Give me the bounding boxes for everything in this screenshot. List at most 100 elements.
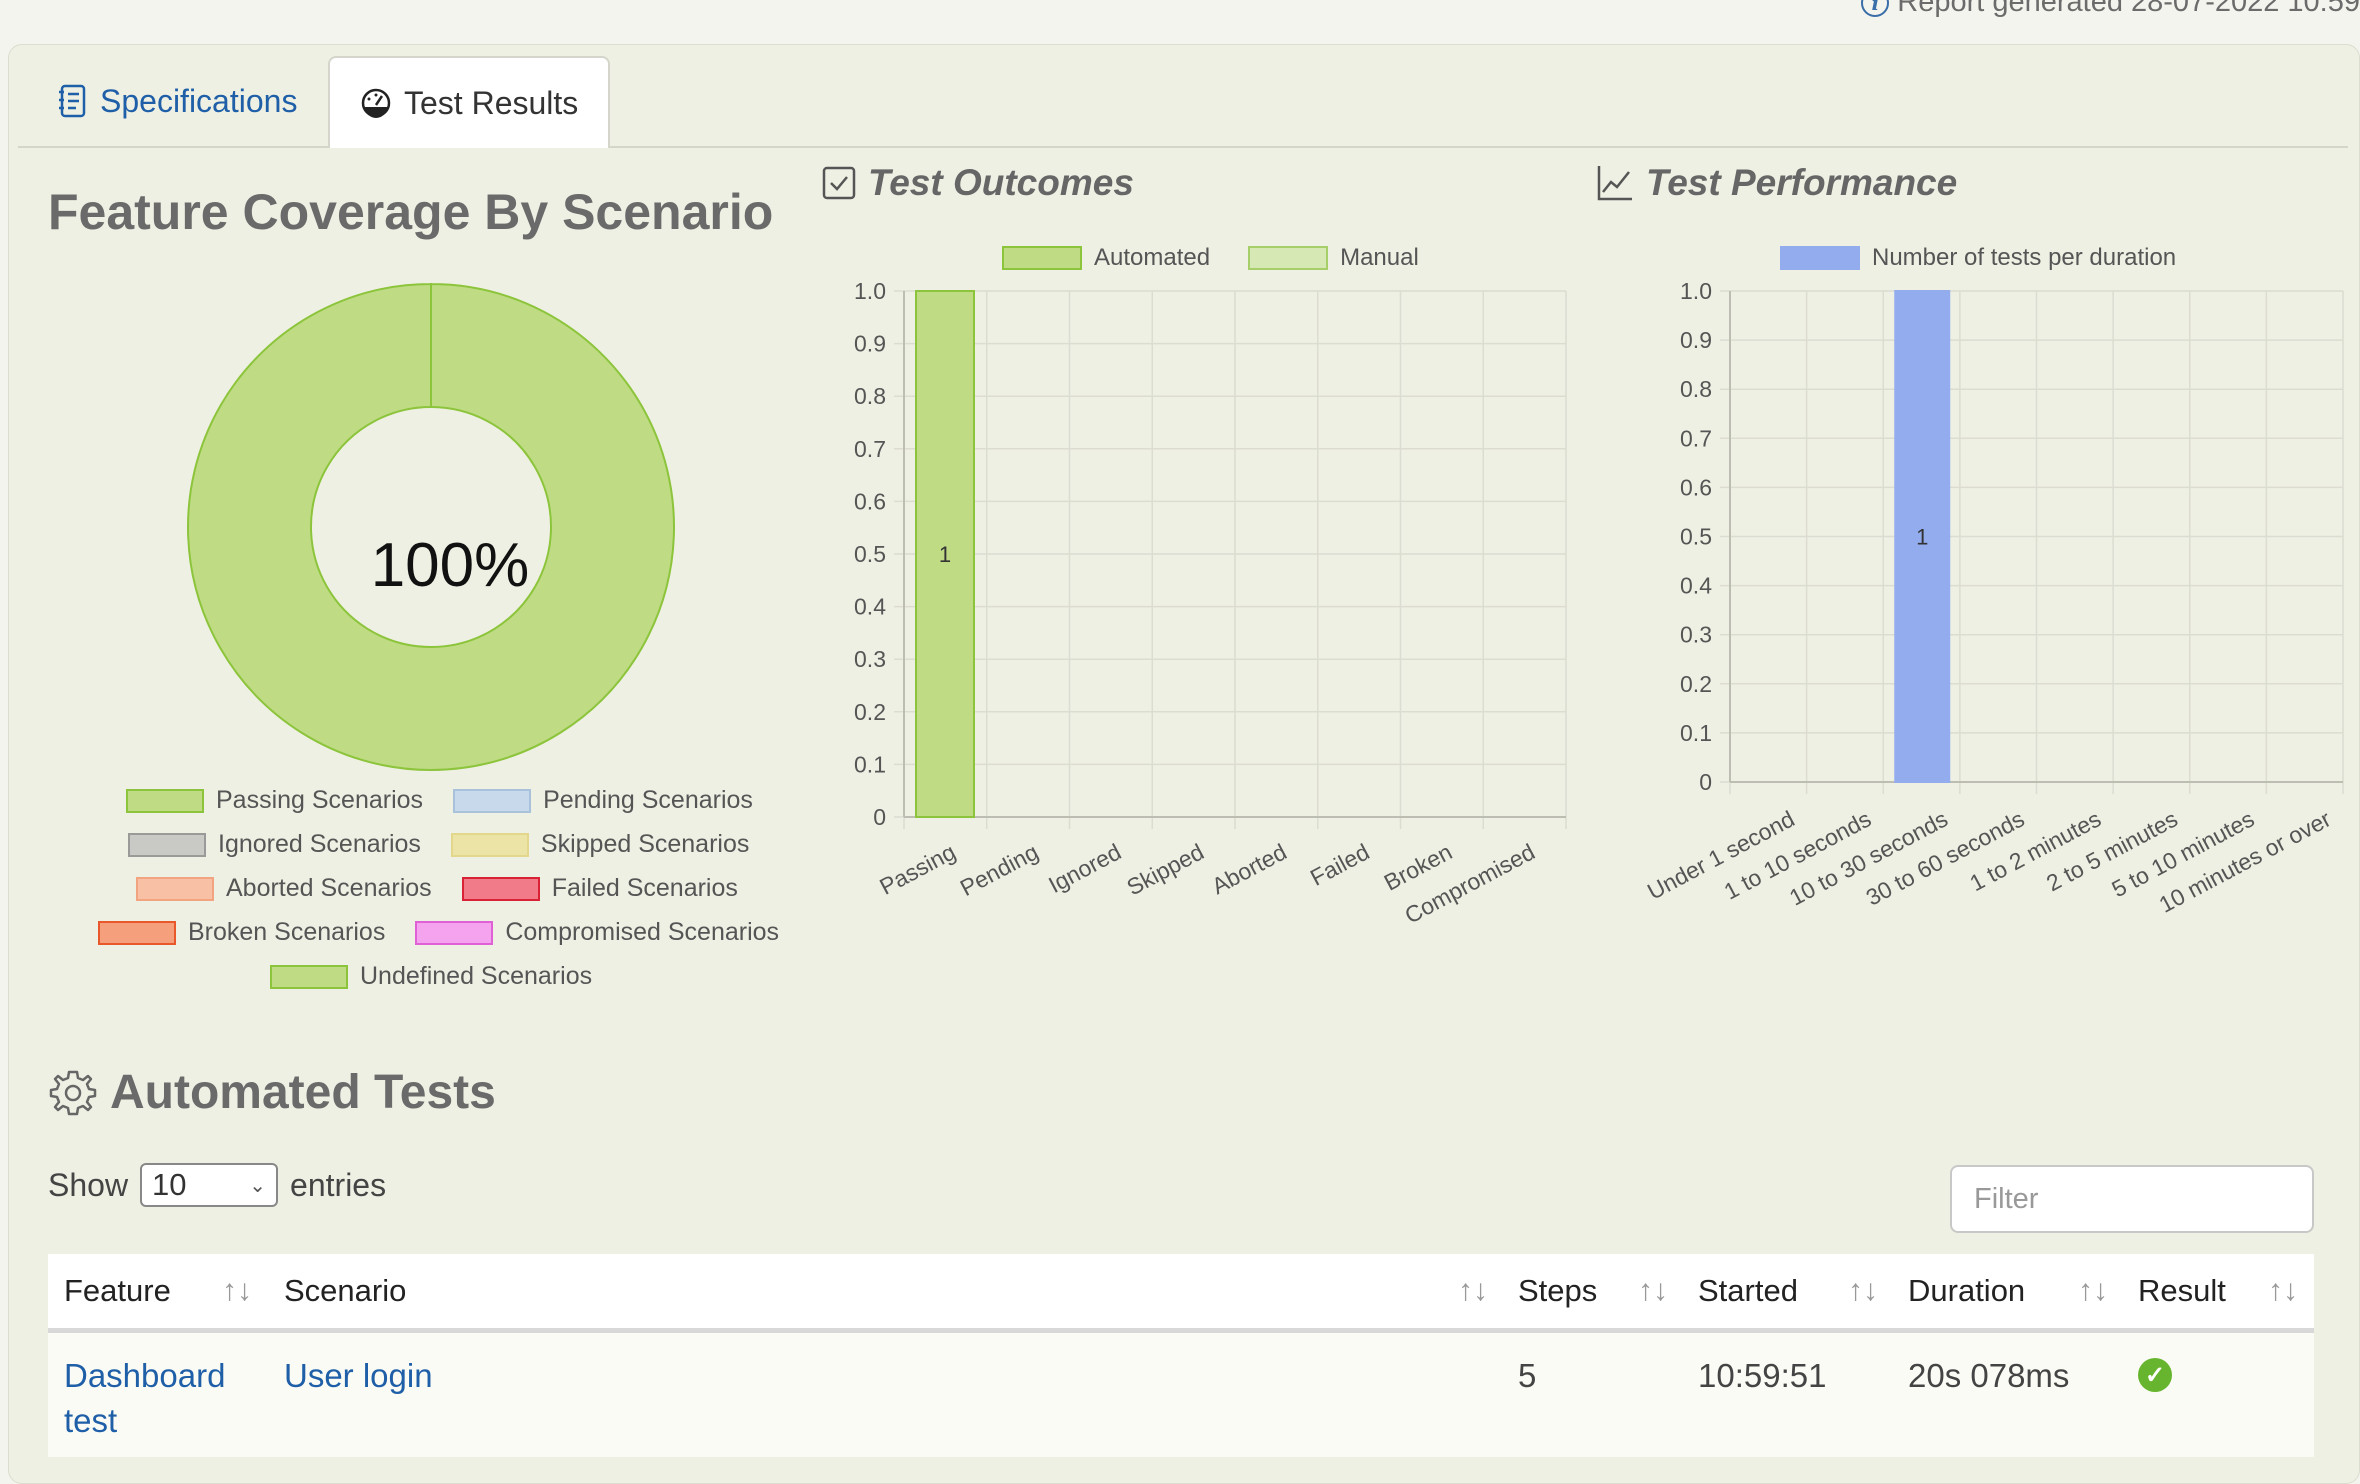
coverage-legend-swatch <box>450 832 529 857</box>
feature-link-line2: test <box>64 1402 118 1439</box>
x-tick-label: Skipped <box>1122 838 1208 900</box>
outcomes-title: Test Outcomes <box>868 162 1134 203</box>
coverage-legend-swatch <box>128 832 206 857</box>
x-tick-label: Failed <box>1306 838 1374 890</box>
table-header: Feature ↑↓ Scenario ↑↓ Steps ↑↓ Started … <box>48 1254 2314 1333</box>
outcomes-legend-swatch-automated <box>1002 246 1082 270</box>
automated-tests-table: Feature ↑↓ Scenario ↑↓ Steps ↑↓ Started … <box>48 1254 2314 1457</box>
y-tick-label: 0.6 <box>854 488 886 514</box>
x-tick-label: Aborted <box>1207 838 1290 899</box>
automated-title-group: Automated Tests <box>48 1065 496 1120</box>
sort-icon[interactable]: ↑↓ <box>2078 1274 2108 1307</box>
coverage-legend-label: Undefined Scenarios <box>360 962 593 990</box>
y-tick-label: 0.1 <box>854 751 886 777</box>
tab-test-results[interactable]: Test Results <box>328 56 611 148</box>
performance-legend-swatch <box>1780 246 1860 270</box>
report-generated-text: Report generated 28-07-2022 10:59 <box>1897 0 2360 18</box>
sort-icon[interactable]: ↑↓ <box>1638 1274 1668 1307</box>
entries-label: entries <box>290 1166 387 1203</box>
line-chart-icon <box>1597 166 1632 201</box>
table-row: Dashboard test User login 5 10:59:51 20s… <box>48 1333 2314 1457</box>
column-header-scenario[interactable]: Scenario <box>284 1273 407 1308</box>
tab-specifications-label: Specifications <box>100 82 298 119</box>
y-tick-label: 0 <box>1699 769 1712 795</box>
performance-title-group: Test Performance <box>1596 162 1957 204</box>
y-tick-label: 0.9 <box>854 331 886 357</box>
column-header-result[interactable]: Result <box>2138 1273 2226 1308</box>
donut-slice-passing <box>187 282 675 771</box>
coverage-title: Feature Coverage By Scenario <box>48 184 774 240</box>
coverage-legend-label: Pending Scenarios <box>543 786 753 814</box>
scenario-link[interactable]: User login <box>284 1357 433 1394</box>
y-tick-label: 0.8 <box>854 383 886 409</box>
tab-test-results-label: Test Results <box>404 84 579 121</box>
sort-icon[interactable]: ↑↓ <box>1848 1274 1878 1307</box>
y-tick-label: 0.2 <box>1680 671 1712 697</box>
sort-icon[interactable]: ↑↓ <box>222 1274 252 1307</box>
tab-bar: Specifications Test Results <box>18 56 2348 148</box>
performance-legend: Number of tests per duration <box>1780 244 2176 272</box>
x-tick-label: Passing <box>875 838 959 899</box>
coverage-legend-label: Broken Scenarios <box>188 918 386 946</box>
y-tick-label: 0.4 <box>1680 573 1712 599</box>
y-tick-label: 0.4 <box>854 594 886 620</box>
sort-icon[interactable]: ↑↓ <box>1458 1274 1488 1307</box>
feature-link-line1: Dashboard <box>64 1357 226 1394</box>
coverage-legend-row: Broken Scenarios Compromised Scenarios <box>98 918 779 947</box>
feature-link[interactable]: Dashboard test <box>64 1353 225 1443</box>
coverage-legend-swatch <box>136 876 214 901</box>
coverage-legend-row: Passing Scenarios Pending Scenarios <box>126 786 753 815</box>
charts-canvas: 0 0.1 0.2 0.3 0.4 0.5 0.6 0.7 0.8 0.9 1.0 1 PassingP… <box>854 278 2344 929</box>
x-tick-label: Ignored <box>1044 838 1125 898</box>
coverage-percent: 100% <box>370 531 530 600</box>
y-tick-label: 0.5 <box>1680 524 1712 550</box>
column-header-duration[interactable]: Duration <box>1908 1273 2026 1308</box>
entries-select-value: 10 <box>152 1167 187 1202</box>
coverage-legend-swatch <box>126 788 204 813</box>
entries-select[interactable]: 10 ⌄ <box>140 1163 279 1207</box>
y-tick-label: 0.3 <box>1680 622 1712 648</box>
outcomes-legend-swatch-manual <box>1248 246 1329 270</box>
coverage-legend-row: Undefined Scenarios <box>270 962 592 991</box>
coverage-legend-swatch <box>415 920 494 945</box>
chevron-down-icon: ⌄ <box>249 1174 267 1197</box>
y-tick-label: 0.8 <box>1680 376 1712 402</box>
performance-title: Test Performance <box>1646 162 1958 203</box>
tab-specifications[interactable]: Specifications <box>28 56 327 146</box>
y-tick-label: 0.7 <box>854 436 886 462</box>
outcomes-legend: Automated Manual <box>1002 244 1419 272</box>
coverage-legend-row: Ignored Scenarios Skipped Scenarios <box>128 830 749 859</box>
bar <box>915 290 975 818</box>
coverage-legend-row: Aborted Scenarios Failed Scenarios <box>136 874 738 903</box>
y-tick-label: 1.0 <box>854 278 886 304</box>
outcomes-title-group: Test Outcomes <box>822 162 1134 204</box>
coverage-legend-swatch <box>461 876 540 901</box>
bar-data-label: 1 <box>939 542 951 567</box>
column-header-feature[interactable]: Feature <box>64 1273 171 1308</box>
checkbox-icon <box>822 166 856 200</box>
y-tick-label: 0 <box>873 804 886 830</box>
dashboard-icon <box>361 88 391 118</box>
outcomes-legend-label-manual: Manual <box>1340 244 1419 271</box>
report-generated: i Report generated 28-07-2022 10:59 <box>1861 0 2360 19</box>
show-entries: Show 10 ⌄ entries <box>48 1163 386 1207</box>
coverage-legend-label: Compromised Scenarios <box>505 918 780 946</box>
y-tick-label: 1.0 <box>1680 278 1712 304</box>
coverage-legend-swatch <box>453 788 532 813</box>
coverage-legend-label: Ignored Scenarios <box>218 830 421 858</box>
sort-icon[interactable]: ↑↓ <box>2268 1274 2298 1307</box>
duration-cell: 20s 078ms <box>1908 1357 2070 1394</box>
started-cell: 10:59:51 <box>1698 1357 1827 1394</box>
x-tick-label: Pending <box>956 838 1043 901</box>
filter-input[interactable]: Filter <box>1950 1165 2314 1233</box>
column-header-started[interactable]: Started <box>1698 1273 1798 1308</box>
column-header-steps[interactable]: Steps <box>1518 1273 1598 1308</box>
coverage-legend-label: Skipped Scenarios <box>540 830 750 858</box>
automated-title: Automated Tests <box>110 1066 496 1119</box>
y-tick-label: 0.5 <box>854 541 886 567</box>
coverage-legend-swatch <box>98 920 176 945</box>
y-tick-label: 0.1 <box>1680 720 1712 746</box>
coverage-legend-label: Aborted Scenarios <box>226 874 432 902</box>
list-icon <box>59 84 86 118</box>
coverage-donut <box>187 282 675 771</box>
